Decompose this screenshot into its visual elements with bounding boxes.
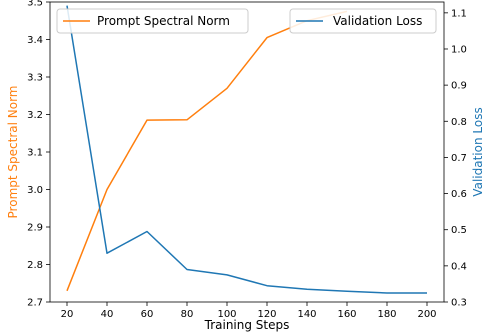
- left-tick-label: 2.7: [27, 298, 43, 309]
- legend-left-label: Prompt Spectral Norm: [97, 14, 230, 28]
- right-axis-title: Validation Loss: [471, 107, 483, 196]
- right-tick-label: 0.5: [451, 225, 467, 236]
- plot-border: [49, 1, 445, 303]
- left-tick-label: 3.0: [27, 185, 43, 196]
- prompt-spectral-norm-line: [66, 10, 348, 292]
- right-tick-label: 0.7: [451, 153, 467, 164]
- right-tick-label: 0.6: [451, 189, 467, 200]
- x-tick-label: 60: [141, 309, 154, 320]
- x-tick-label: 140: [297, 309, 316, 320]
- left-tick-label: 3.3: [27, 73, 43, 84]
- x-tick-label: 160: [337, 309, 356, 320]
- right-tick-label: 0.9: [451, 81, 467, 92]
- right-tick-label: 0.4: [451, 261, 467, 272]
- x-tick-label: 80: [181, 309, 194, 320]
- right-tick-label: 0.3: [451, 298, 467, 309]
- x-tick-label: 20: [61, 309, 74, 320]
- legend-left: Prompt Spectral Norm: [56, 8, 249, 34]
- series-layer: [66, 5, 428, 294]
- left-tick-label: 3.5: [27, 0, 43, 9]
- left-tick-label: 3.4: [27, 35, 43, 46]
- x-tick-label: 200: [417, 309, 436, 320]
- validation-loss-line: [66, 5, 427, 294]
- plot-frame: [49, 1, 445, 303]
- x-axis-ticks: 20 40 60 80 100 120 140 160 180 200: [61, 302, 437, 320]
- right-axis-ticks: 0.3 0.4 0.5 0.6 0.7 0.8 0.9 1.0 1.1: [444, 8, 467, 309]
- left-tick-label: 3.1: [27, 148, 43, 159]
- x-axis-title: Training Steps: [204, 318, 290, 332]
- x-tick-label: 40: [101, 309, 114, 320]
- legend-right: Validation Loss: [289, 8, 437, 34]
- right-tick-label: 0.8: [451, 117, 467, 128]
- left-axis-ticks: 2.7 2.8 2.9 3.0 3.1 3.2 3.3 3.4 3.5: [27, 0, 50, 309]
- left-tick-label: 2.9: [27, 223, 43, 234]
- right-tick-label: 1.1: [451, 8, 467, 19]
- left-tick-label: 2.8: [27, 260, 43, 271]
- right-tick-label: 1.0: [451, 44, 467, 55]
- left-tick-label: 3.2: [27, 110, 43, 121]
- x-tick-label: 180: [377, 309, 396, 320]
- x-tick-label: 100: [217, 309, 236, 320]
- legend-right-label: Validation Loss: [333, 14, 422, 28]
- left-axis-title: Prompt Spectral Norm: [6, 86, 20, 219]
- x-tick-label: 120: [257, 309, 276, 320]
